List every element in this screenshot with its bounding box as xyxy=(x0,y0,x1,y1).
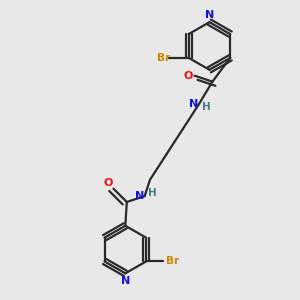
Text: Br: Br xyxy=(166,256,179,266)
Text: N: N xyxy=(121,276,130,286)
Text: H: H xyxy=(148,188,157,197)
Text: O: O xyxy=(103,178,113,188)
Text: H: H xyxy=(202,103,211,112)
Text: N: N xyxy=(205,10,214,20)
Text: N: N xyxy=(189,99,198,109)
Text: N: N xyxy=(135,191,144,201)
Text: O: O xyxy=(183,71,193,81)
Text: Br: Br xyxy=(157,53,170,63)
